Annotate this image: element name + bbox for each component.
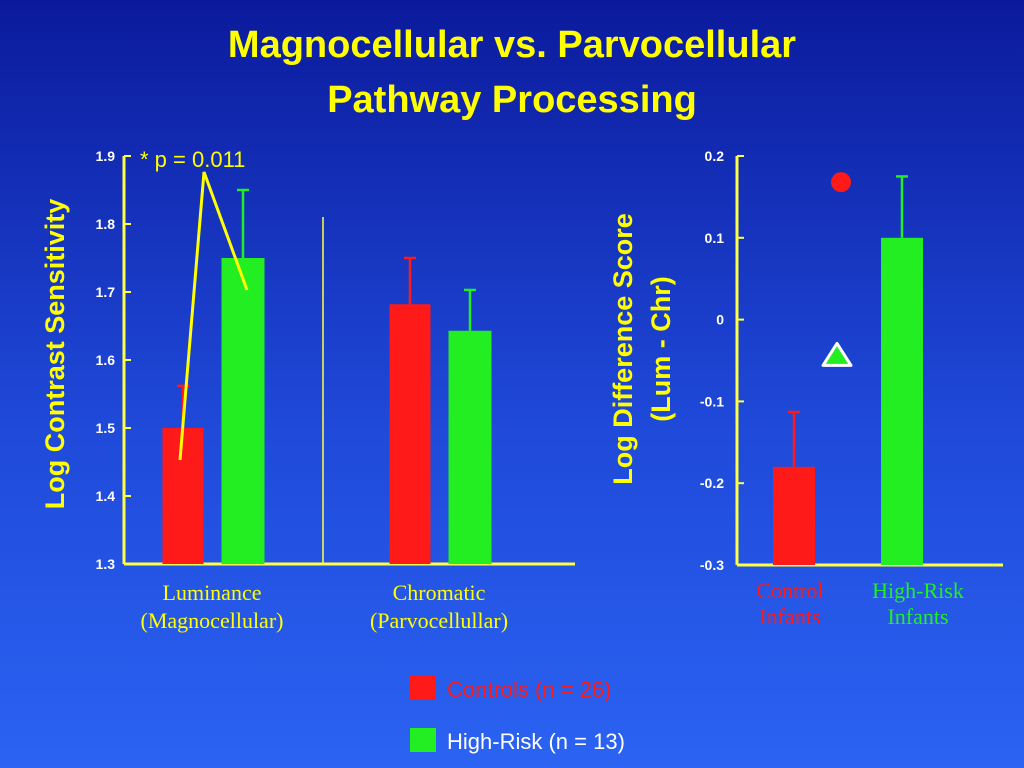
bar (221, 258, 265, 564)
right-y-axis-label-line1: Log Difference Score (608, 213, 638, 485)
right-markers (821, 172, 853, 367)
left-y-tick-label: 1.4 (96, 488, 116, 504)
legend-label-controls: Controls (n = 26) (447, 677, 611, 702)
bar (881, 237, 923, 566)
right-y-tick-label: -0.3 (700, 557, 724, 573)
significance-bracket (178, 171, 249, 461)
left-y-tick-label: 1.9 (96, 148, 116, 164)
left-y-tick-label: 1.5 (96, 420, 116, 436)
left-y-tick-label: 1.6 (96, 352, 116, 368)
left-bar-0-high-risk (221, 188, 265, 564)
left-bar-1-high-risk (448, 288, 492, 564)
significance-annotation: * p = 0.011 (140, 147, 245, 172)
right-bars (773, 175, 923, 566)
bar-label-line1: High-Risk (872, 578, 964, 603)
bar (448, 330, 492, 564)
category-label-line1: Luminance (163, 580, 262, 605)
legend-label-highrisk: High-Risk (n = 13) (447, 729, 625, 754)
left-y-axis-label: Log Contrast Sensitivity (40, 199, 70, 510)
marker-circle (831, 172, 851, 193)
left-y-tick-label: 1.8 (96, 216, 116, 232)
right-y-ticks: -0.3 -0.2 -0.1 0 0.1 0.2 (700, 148, 744, 573)
right-y-tick-label: -0.2 (700, 475, 724, 491)
category-label-line2: (Magnocellular) (141, 608, 284, 633)
slide-title-line2: Pathway Processing (327, 79, 697, 121)
left-bar-1-controls (389, 256, 431, 564)
bar-label-line2: Infants (759, 604, 820, 629)
right-bar-1 (881, 175, 923, 566)
legend: Controls (n = 26) High-Risk (n = 13) (410, 676, 625, 754)
category-label-line2: (Parvocellullar) (370, 608, 508, 633)
marker-triangle (821, 341, 853, 367)
right-y-tick-label: 0.1 (705, 230, 725, 246)
right-y-tick-label: 0 (716, 312, 724, 328)
right-y-axis-label-line2: (Lum - Chr) (646, 276, 676, 421)
left-y-tick-label: 1.3 (96, 556, 116, 572)
right-bar-0 (773, 410, 815, 565)
left-y-ticks: 1.3 1.4 1.5 1.6 1.7 1.8 1.9 (96, 148, 131, 572)
bar-label-line1: Control (756, 578, 823, 603)
category-label-line1: Chromatic (393, 580, 486, 605)
left-category-labels: Luminance (Magnocellular) Chromatic (Parvoc… (141, 580, 509, 633)
bar (773, 466, 815, 565)
left-chart: Log Contrast Sensitivity 1.3 1.4 1.5 1.6 1.7… (40, 147, 575, 633)
slide-title-line1: Magnocellular vs. Parvocellular (228, 24, 796, 66)
right-y-tick-label: -0.1 (700, 393, 724, 409)
legend-swatch-highrisk (410, 728, 436, 752)
legend-swatch-controls (410, 676, 436, 700)
right-y-tick-label: 0.2 (705, 148, 725, 164)
right-chart: Log Difference Score (Lum - Chr) -0.3-0.… (608, 148, 1003, 629)
bar-label-line2: Infants (887, 604, 948, 629)
left-y-tick-label: 1.7 (96, 284, 116, 300)
left-bars (162, 188, 492, 564)
